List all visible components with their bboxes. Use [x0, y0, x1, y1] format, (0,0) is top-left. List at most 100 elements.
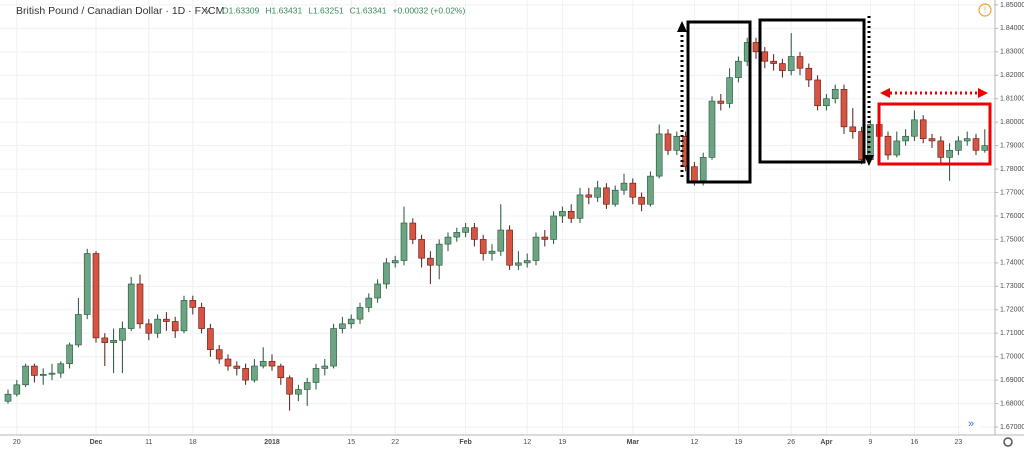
candle-body [497, 229, 505, 252]
y-tick-label: 1.83000 [1000, 49, 1024, 56]
y-tick-label: 1.85000 [1000, 2, 1024, 9]
candle-body [198, 307, 205, 329]
candle-body [215, 349, 223, 360]
candle-body [233, 365, 241, 369]
scroll-button-icon: » [968, 418, 974, 430]
candle-body [303, 382, 311, 390]
grid [0, 0, 995, 435]
candle-body [884, 135, 892, 156]
x-tick-label: 18 [189, 439, 197, 446]
candle-body [946, 150, 953, 158]
x-tick-label: 11 [145, 439, 152, 446]
candle-body [418, 239, 425, 259]
x-tick-label: 15 [347, 439, 355, 446]
scroll-button[interactable] [962, 416, 980, 432]
axes: 1.67000 1.68000 1.69000 1.70000 1.71000 1.720… [13, 2, 1024, 446]
ohlc-value: O1.63309 [222, 5, 260, 15]
y-tick-label: 1.75000 [1000, 236, 1024, 243]
candle-body [101, 337, 109, 343]
x-tick-label: Mar [627, 439, 640, 446]
y-tick-label: 1.70000 [1000, 354, 1024, 361]
x-tick-label: 19 [735, 439, 743, 446]
candle-body [541, 236, 549, 240]
x-tick-label: 12 [691, 439, 699, 446]
candle-body [427, 257, 434, 266]
y-tick-label: 1.72000 [1000, 307, 1024, 314]
candle-body [479, 239, 487, 254]
y-tick-label: 1.67000 [1000, 424, 1024, 431]
candle-body [576, 194, 584, 219]
candle-body [893, 140, 901, 156]
y-tick-label: 1.69000 [1000, 377, 1024, 384]
alert-icon-mark: ! [984, 6, 986, 15]
candle-body [638, 196, 645, 205]
candle-body [664, 133, 672, 151]
candle-body [515, 262, 522, 266]
candle-body [673, 135, 681, 151]
candle-body [383, 262, 390, 285]
candle-body [57, 363, 65, 374]
candle-body [831, 89, 839, 100]
candle-body [840, 89, 848, 128]
chart-title: British Pound / Canadian Dollar · 1D · F… [16, 5, 224, 17]
x-tick-label: 22 [391, 439, 399, 446]
x-tick-label: 20 [13, 439, 21, 446]
candle-body [928, 138, 936, 142]
candle-body [937, 140, 945, 158]
candle-body [550, 215, 557, 240]
candle-body [207, 328, 214, 350]
arrowhead [864, 155, 874, 166]
candle-body [823, 98, 830, 107]
candle-body [911, 119, 918, 137]
ohlc-legend: O1.63309 H1.63431 L1.63251 C1.63341 +0.00032… [222, 5, 465, 15]
candle-body [611, 189, 619, 205]
candle-body [735, 60, 742, 78]
candle-body [902, 135, 909, 142]
candle-body [92, 253, 100, 339]
dropdown-caret[interactable]: ˅ [205, 5, 210, 15]
candle-body [708, 100, 716, 158]
candle-body [523, 260, 531, 264]
y-tick-label: 1.81000 [1000, 96, 1024, 103]
candle-body [66, 344, 73, 365]
candle-body [453, 232, 461, 238]
y-tick-label: 1.84000 [1000, 25, 1024, 32]
x-tick-label: Feb [459, 439, 471, 446]
candle-body [435, 243, 443, 266]
settings-icon[interactable] [1003, 437, 1013, 447]
candle-body [409, 222, 417, 240]
y-tick-label: 1.71000 [1000, 330, 1024, 337]
candle-body [620, 182, 628, 191]
y-tick-label: 1.76000 [1000, 213, 1024, 220]
x-tick-label: Dec [90, 439, 103, 446]
candle-body [955, 140, 962, 151]
candle-body [356, 307, 364, 320]
candle-body [110, 339, 117, 343]
candle-body [268, 361, 276, 367]
candle-body [814, 79, 821, 107]
candle-body [163, 318, 170, 322]
candle-body [83, 253, 91, 315]
y-tick-label: 1.82000 [1000, 72, 1024, 79]
candle-body [699, 157, 707, 184]
candle-body [48, 372, 56, 375]
candle-body [400, 222, 408, 261]
candle-body [585, 194, 593, 198]
candle-body [444, 236, 452, 245]
candle-body [251, 365, 258, 381]
candle-body [391, 260, 399, 264]
candle-body [752, 42, 760, 53]
y-tick-label: 1.79000 [1000, 142, 1024, 149]
candle-body [488, 250, 496, 254]
candle-body [506, 229, 513, 266]
y-tick-label: 1.80000 [1000, 119, 1024, 126]
alert-icon[interactable] [978, 3, 992, 17]
candle-body [779, 63, 786, 71]
y-tick-label: 1.73000 [1000, 283, 1024, 290]
candle-body [31, 365, 38, 376]
candle-body [180, 300, 188, 332]
x-tick-label: 19 [559, 439, 567, 446]
candle-body [277, 365, 285, 379]
